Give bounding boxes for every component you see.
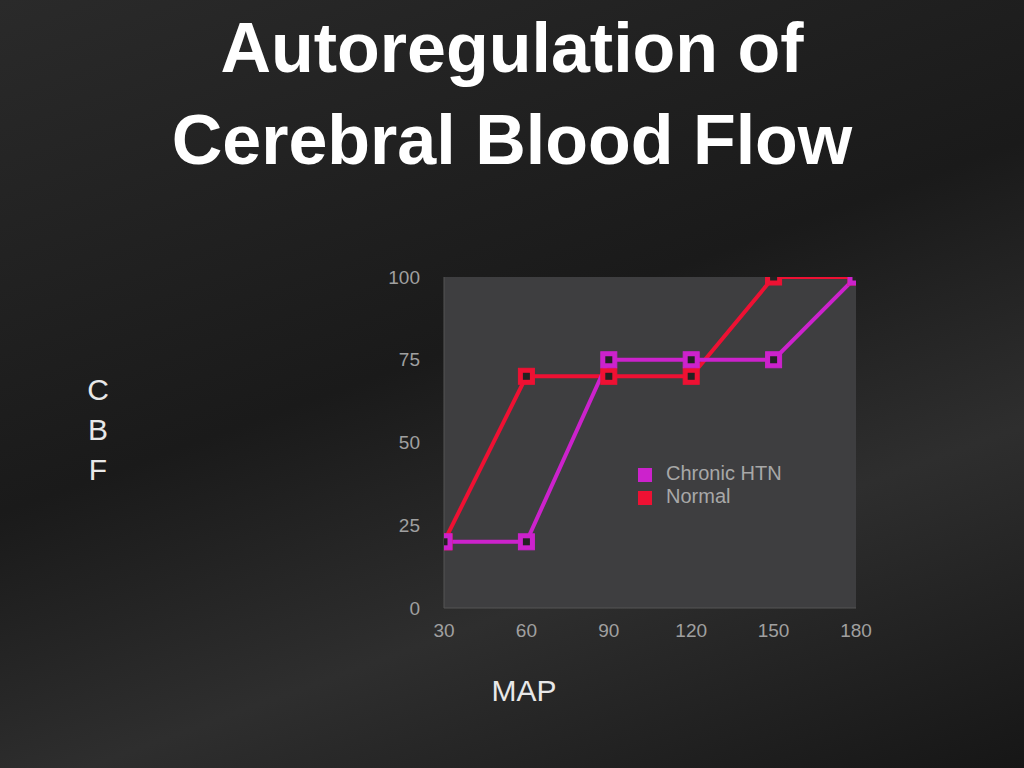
html-text:B: B	[88, 413, 108, 446]
svg-text:0: 0	[409, 598, 420, 619]
svg-text:25: 25	[399, 515, 420, 536]
html-text:Chronic HTN: Chronic HTN	[666, 462, 782, 484]
svg-text:75: 75	[399, 349, 420, 370]
svg-text:180: 180	[840, 620, 872, 641]
svg-text:60: 60	[516, 620, 537, 641]
html-text:C: C	[87, 373, 109, 406]
html-text:F: F	[88, 453, 108, 486]
svg-text:50: 50	[399, 432, 420, 453]
html-text:MAP: MAP	[491, 674, 557, 707]
svg-text:100: 100	[388, 267, 420, 288]
svg-text:90: 90	[598, 620, 619, 641]
svg-text:150: 150	[758, 620, 790, 641]
svg-text:120: 120	[675, 620, 707, 641]
html-text:Normal: Normal	[666, 485, 731, 507]
svg-text:30: 30	[433, 620, 454, 641]
html-text:Autoregulation of Cerebral Blo: Autoregulation of Cerebral Blood Flow	[171, 9, 853, 179]
